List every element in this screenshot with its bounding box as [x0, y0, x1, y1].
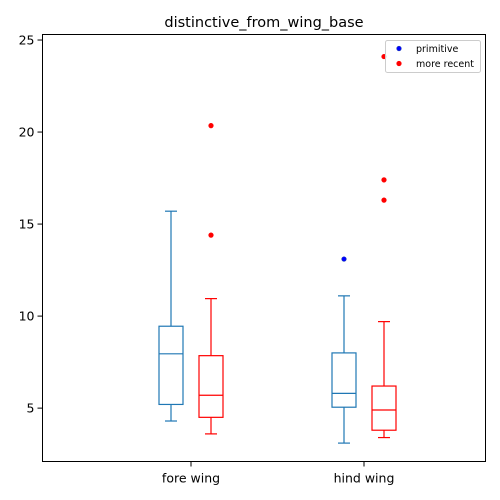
x-tick-label: fore wing — [162, 471, 220, 486]
x-tick-label: hind wing — [334, 471, 395, 486]
legend: primitive more recent — [385, 40, 481, 73]
y-tick-label: 5 — [27, 401, 35, 416]
box-more-recent-hind-wing — [371, 53, 397, 439]
legend-label: primitive — [416, 44, 458, 55]
x-axis: fore wing hind wing — [162, 461, 395, 486]
box-primitive-fore-wing — [158, 210, 184, 422]
legend-marker — [396, 45, 402, 52]
outlier-point — [208, 232, 214, 238]
legend-box — [385, 40, 481, 73]
outlier-point — [341, 256, 347, 262]
box-iqr — [198, 355, 224, 418]
boxes — [158, 53, 397, 444]
y-tick-label: 20 — [19, 125, 35, 140]
box-iqr — [371, 385, 397, 431]
legend-label: more recent — [416, 59, 474, 70]
y-tick-label: 15 — [19, 217, 35, 232]
y-tick-label: 25 — [19, 33, 35, 48]
box-more-recent-fore-wing — [198, 123, 224, 435]
box-iqr — [158, 325, 184, 406]
box-primitive-hind-wing — [331, 256, 357, 444]
legend-marker — [396, 60, 402, 67]
outlier-point — [381, 177, 387, 183]
y-axis: 5 10 15 20 25 — [19, 33, 43, 416]
chart-title: distinctive_from_wing_base — [164, 15, 363, 31]
outlier-point — [208, 123, 214, 129]
box-iqr — [331, 352, 357, 408]
outlier-point — [381, 197, 387, 203]
plot-area — [42, 34, 486, 462]
y-tick-label: 10 — [19, 309, 35, 324]
